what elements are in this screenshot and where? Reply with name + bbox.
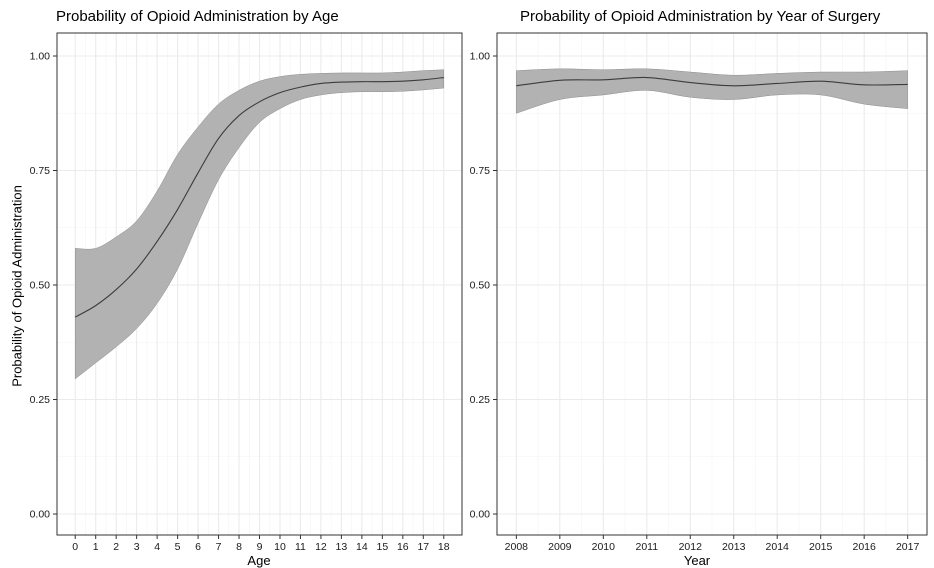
age-x-tick-label: 11	[295, 541, 306, 553]
age-y-tick-label: 1.00	[30, 51, 51, 63]
age-x-tick-label: 6	[195, 541, 201, 553]
right-x-axis-label: Year	[683, 553, 711, 568]
year-y-tick-label: 1.00	[470, 51, 491, 63]
age-x-tick-label: 0	[72, 541, 78, 553]
age-x-tick-label: 4	[154, 541, 160, 553]
age-x-tick-label: 10	[274, 541, 286, 553]
year-x-tick-label: 2011	[635, 541, 658, 553]
age-y-tick-label: 0.00	[30, 509, 51, 521]
age-x-tick-label: 2	[113, 541, 119, 553]
age-x-tick-label: 14	[356, 541, 368, 553]
age-x-tick-label: 13	[336, 541, 348, 553]
year-y-tick-label: 0.75	[470, 165, 491, 177]
age-x-tick-label: 1	[93, 541, 99, 553]
left-chart-title: Probability of Opioid Administration by …	[56, 8, 339, 25]
age-y-tick-label: 0.75	[30, 165, 51, 177]
year-x-tick-label: 2015	[809, 541, 833, 553]
year-y-tick-label: 0.50	[470, 280, 491, 292]
age-y-tick-label: 0.25	[30, 394, 51, 406]
age-x-tick-label: 5	[175, 541, 181, 553]
year-x-tick-label: 2008	[505, 541, 529, 553]
age-x-tick-label: 17	[417, 541, 429, 553]
year-confidence-band	[516, 68, 908, 114]
age-x-tick-label: 12	[315, 541, 327, 553]
age-x-tick-label: 8	[236, 541, 242, 553]
age-x-tick-label: 7	[216, 541, 222, 553]
age-x-tick-label: 3	[134, 541, 140, 553]
age-x-tick-label: 18	[438, 541, 450, 553]
year-fitted-line	[516, 76, 908, 87]
age-x-tick-label: 15	[377, 541, 389, 553]
left-x-axis-label: Age	[247, 553, 271, 568]
year-x-tick-label: 2016	[852, 541, 876, 553]
age-y-tick-label: 0.50	[30, 280, 51, 292]
age-confidence-band	[74, 69, 445, 380]
age-x-tick-label: 16	[397, 541, 409, 553]
year-x-tick-label: 2017	[896, 541, 920, 553]
year-y-tick-label: 0.00	[470, 509, 491, 521]
age-x-tick-label: 9	[257, 541, 263, 553]
year-x-tick-label: 2013	[722, 541, 746, 553]
age-fitted-line	[74, 76, 444, 318]
year-y-tick-label: 0.25	[470, 394, 491, 406]
right-chart-title: Probability of Opioid Administration by …	[520, 8, 881, 25]
year-panel-border	[496, 32, 928, 536]
year-x-tick-label: 2009	[548, 541, 572, 553]
year-x-tick-label: 2012	[679, 541, 703, 553]
year-x-tick-label: 2014	[766, 541, 790, 553]
year-x-tick-label: 2010	[592, 541, 616, 553]
